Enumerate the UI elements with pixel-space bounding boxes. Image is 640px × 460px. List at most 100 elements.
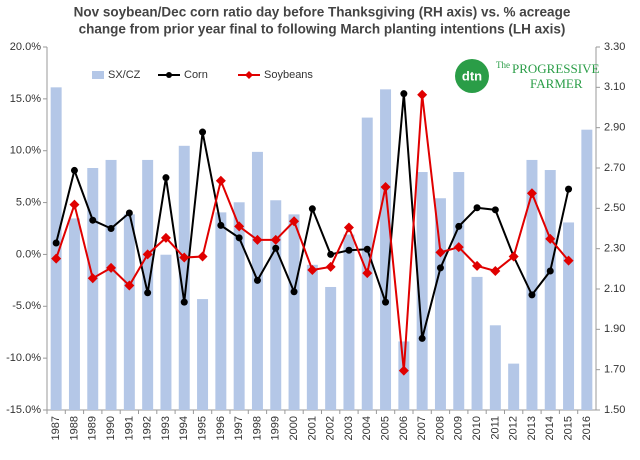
y-tick-label: 20.0% <box>10 41 41 53</box>
logo-text: PROGRESSIVE <box>512 61 599 76</box>
bar <box>361 117 373 410</box>
marker <box>362 268 373 279</box>
legend-swatch <box>92 71 104 79</box>
marker <box>418 334 426 342</box>
bar <box>434 198 446 410</box>
x-tick-label: 1992 <box>142 416 154 440</box>
bar <box>178 145 190 411</box>
bar <box>233 202 245 410</box>
y2-tick-label: 2.50 <box>604 202 625 214</box>
marker <box>70 166 78 174</box>
bar <box>142 159 154 410</box>
marker <box>142 249 153 260</box>
bar <box>68 218 80 410</box>
marker <box>563 255 574 266</box>
marker <box>87 273 98 284</box>
marker <box>453 242 464 253</box>
bar <box>471 276 483 410</box>
y2-tick-label: 1.70 <box>604 364 625 376</box>
bar <box>489 325 501 410</box>
bar <box>105 159 117 410</box>
x-tick-label: 1994 <box>178 416 190 440</box>
x-tick-label: 1991 <box>123 416 135 440</box>
legend-label: Soybeans <box>264 69 313 81</box>
chart-title: change from prior year final to followin… <box>79 22 566 37</box>
x-tick-label: 1995 <box>196 416 208 440</box>
bar <box>215 212 227 410</box>
y-tick-label: 0.0% <box>16 248 41 260</box>
legend-label: SX/CZ <box>108 69 141 81</box>
marker <box>325 261 336 272</box>
bar <box>581 129 593 410</box>
marker <box>270 234 281 245</box>
marker <box>51 253 62 264</box>
marker <box>343 222 354 233</box>
bar <box>197 299 209 410</box>
x-tick-label: 2014 <box>544 416 556 440</box>
bar <box>306 264 318 410</box>
marker <box>491 206 499 214</box>
y2-tick-label: 2.10 <box>604 283 625 295</box>
legend-swatch <box>166 72 172 78</box>
chart-title: Nov soybean/Dec corn ratio day before Th… <box>74 5 571 20</box>
legend-label: Corn <box>184 69 208 81</box>
marker <box>308 205 316 213</box>
y2-tick-label: 3.10 <box>604 81 625 93</box>
x-tick-label: 1988 <box>68 416 80 440</box>
x-tick-label: 1990 <box>105 416 117 440</box>
x-tick-label: 2003 <box>343 416 355 440</box>
x-tick-label: 1998 <box>251 416 263 440</box>
x-tick-label: 2007 <box>416 416 428 440</box>
marker <box>215 175 226 186</box>
logo-text: The <box>496 60 510 70</box>
marker <box>417 89 428 100</box>
logo: dtn The PROGRESSIVE FARMER <box>452 55 599 97</box>
y-tick-label: -15.0% <box>6 404 41 416</box>
y-tick-label: 15.0% <box>10 93 41 105</box>
bar <box>453 172 465 410</box>
y-tick-label: 10.0% <box>10 145 41 157</box>
y2-tick-label: 2.90 <box>604 122 625 134</box>
bar <box>270 200 282 410</box>
x-tick-label: 1987 <box>50 416 62 440</box>
x-tick-label: 2000 <box>288 416 300 440</box>
y2-tick-label: 1.50 <box>604 404 625 416</box>
y-tick-label: -10.0% <box>6 352 41 364</box>
x-tick-label: 1993 <box>160 416 172 440</box>
x-tick-label: 2005 <box>379 416 391 440</box>
x-tick-label: 1996 <box>215 416 227 440</box>
marker <box>363 245 371 253</box>
bar <box>398 341 410 410</box>
marker <box>162 174 170 182</box>
x-tick-label: 2016 <box>581 416 593 440</box>
marker <box>52 239 60 247</box>
logo-circle <box>455 59 489 93</box>
bar <box>380 89 392 410</box>
marker <box>490 266 501 277</box>
legend-swatch <box>245 71 253 79</box>
marker <box>565 185 573 193</box>
bar <box>416 172 428 410</box>
bar <box>123 214 135 410</box>
marker <box>217 221 225 229</box>
y-tick-label: -5.0% <box>12 300 41 312</box>
x-tick-label: 2012 <box>508 416 520 440</box>
marker <box>69 199 80 210</box>
logo-text: FARMER <box>530 76 583 91</box>
y2-tick-label: 3.30 <box>604 41 625 53</box>
logo-text: dtn <box>462 68 482 83</box>
x-tick-label: 2015 <box>562 416 574 440</box>
y2-tick-label: 2.70 <box>604 162 625 174</box>
marker <box>289 216 300 227</box>
marker <box>307 264 318 275</box>
marker <box>234 221 245 232</box>
marker <box>125 209 133 217</box>
marker <box>252 234 263 245</box>
marker <box>235 234 243 242</box>
marker <box>545 233 556 244</box>
bar <box>50 87 62 410</box>
marker <box>272 244 280 252</box>
bar <box>526 159 538 410</box>
bar <box>343 234 355 410</box>
